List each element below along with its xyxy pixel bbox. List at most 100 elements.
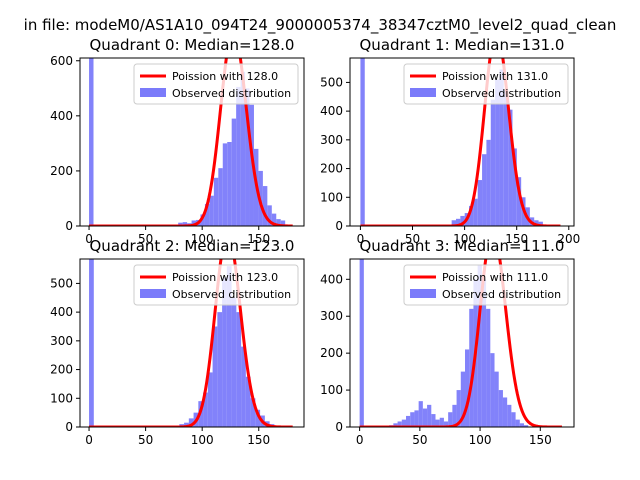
- y-tick-label: 400: [320, 272, 343, 286]
- legend-hist-swatch: [410, 289, 436, 298]
- histogram-bar: [427, 404, 432, 427]
- legend-hist-label: Observed distribution: [172, 87, 291, 100]
- histogram-bar: [231, 297, 237, 427]
- legend: Poission with 123.0 Observed distribution: [133, 264, 299, 306]
- histogram-bar: [507, 404, 512, 427]
- histogram-bar: [249, 104, 254, 226]
- legend-fit-label: Poission with 123.0: [172, 271, 278, 284]
- y-tick-label: 200: [50, 363, 73, 377]
- subplot-title: Quadrant 1: Median=131.0: [360, 36, 565, 54]
- histogram-bar: [502, 397, 508, 427]
- histogram-bar: [240, 71, 246, 226]
- histogram-bar: [204, 203, 210, 226]
- legend-box: [403, 264, 569, 306]
- histogram-bar: [191, 220, 197, 226]
- histogram-bar: [236, 312, 242, 427]
- histogram-bar: [418, 401, 423, 427]
- histogram-bar: [227, 142, 232, 226]
- histogram-bar: [280, 220, 286, 226]
- x-tick-label: 150: [505, 232, 528, 246]
- x-tick-label: 50: [138, 433, 153, 447]
- histogram-bar: [519, 423, 525, 427]
- figure-suptitle: in file: modeM0/AS1A10_094T24_9000005374…: [24, 16, 617, 35]
- histogram-bar: [460, 215, 465, 226]
- histogram-bar: [481, 279, 487, 427]
- histogram-bar: [203, 392, 208, 427]
- histogram-bar: [465, 349, 470, 427]
- histogram-bar: [515, 419, 520, 427]
- histogram-bar: [209, 195, 214, 226]
- histogram-bar: [241, 346, 246, 427]
- y-tick-label: 400: [50, 109, 73, 123]
- x-tick-label: 100: [191, 232, 214, 246]
- x-tick-label: 50: [412, 433, 427, 447]
- histogram-bar: [360, 58, 365, 226]
- histogram-bar: [508, 109, 513, 226]
- y-tick-label: 300: [320, 309, 343, 323]
- subplot-quadrant-0: 0 50 100 150 0 200 400 600 Quadrant 0: Median=12…: [50, 36, 305, 246]
- x-tick-label: 100: [469, 433, 492, 447]
- histogram-bar: [236, 86, 241, 226]
- subplots-group: 0 50 100 150 0 200 400 600 Quadrant 0: Median=12…: [50, 36, 580, 447]
- histogram-bar: [213, 177, 219, 226]
- x-tick-label: 0: [357, 232, 365, 246]
- histogram-bar: [443, 421, 449, 427]
- subplot-title: Quadrant 3: Median=111.0: [360, 237, 565, 255]
- histogram-bar: [469, 205, 474, 226]
- histogram-bar: [503, 91, 509, 226]
- histogram-bar: [460, 371, 466, 427]
- legend-hist-swatch: [140, 289, 166, 298]
- histogram-bar: [267, 205, 272, 226]
- histogram-bar: [431, 414, 436, 427]
- histogram-bar: [422, 408, 428, 427]
- histogram-bar: [200, 214, 205, 226]
- y-tick-label: 300: [50, 334, 73, 348]
- x-tick-label: 150: [247, 433, 270, 447]
- x-tick-label: 200: [557, 232, 580, 246]
- histogram-bar: [255, 409, 261, 427]
- x-tick-label: 0: [85, 433, 93, 447]
- y-tick-label: 400: [50, 305, 73, 319]
- histogram-bar: [452, 404, 457, 427]
- legend-fit-label: Poission with 131.0: [442, 70, 548, 83]
- y-tick-label: 200: [320, 162, 343, 176]
- axes-frame: [79, 258, 305, 428]
- histogram-bar: [182, 222, 188, 226]
- histogram-bar: [499, 69, 504, 226]
- subplot-quadrant-2: 0 50 100 150 0 100 200 300 400 500 Quadrant 2: Med…: [50, 237, 305, 447]
- histogram-bar: [271, 213, 277, 226]
- legend-hist-label: Observed distribution: [442, 288, 561, 301]
- legend-box: [133, 264, 299, 306]
- histogram-bar: [477, 180, 483, 226]
- histogram-bar: [439, 417, 444, 427]
- histogram-bar: [212, 326, 218, 427]
- histogram-bar: [414, 410, 419, 427]
- histogram-bar: [222, 143, 228, 226]
- legend-hist-swatch: [410, 88, 436, 97]
- histogram-bar: [262, 186, 268, 226]
- x-tick-label: 0: [85, 232, 93, 246]
- legend-fit-label: Poission with 128.0: [172, 70, 278, 83]
- y-tick-label: 0: [335, 420, 343, 434]
- legend-hist-label: Observed distribution: [172, 288, 291, 301]
- histogram-bar: [486, 139, 491, 226]
- histogram-bar: [473, 198, 478, 226]
- legend-box: [403, 63, 569, 105]
- histogram-bar: [188, 418, 194, 427]
- y-tick-label: 500: [320, 75, 343, 89]
- histogram-bar: [435, 419, 440, 427]
- legend-hist-label: Observed distribution: [442, 87, 561, 100]
- poisson-fit-line: [359, 58, 561, 226]
- histogram-bar: [250, 398, 256, 427]
- y-tick-label: 300: [320, 133, 343, 147]
- histogram-bar: [477, 264, 482, 427]
- y-tick-label: 100: [320, 190, 343, 204]
- plot-area: [359, 58, 561, 226]
- histogram-bar: [494, 371, 499, 427]
- subplot-title: Quadrant 2: Median=123.0: [90, 237, 295, 255]
- subplot-title: Quadrant 0: Median=128.0: [90, 36, 295, 54]
- legend-fit-label: Poission with 111.0: [442, 271, 548, 284]
- x-tick-label: 50: [138, 232, 153, 246]
- histogram-bar: [469, 308, 474, 427]
- poisson-fit-line: [88, 259, 294, 427]
